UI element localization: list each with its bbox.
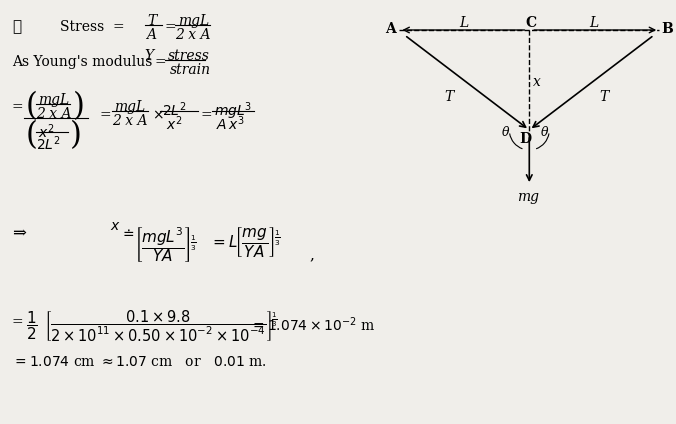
Text: stress: stress [168,49,210,63]
Text: $\left[\dfrac{0.1\times9.8}{2\times10^{11}\times0.50\times10^{-2}\times10^{-4}}\: $\left[\dfrac{0.1\times9.8}{2\times10^{1… [44,309,278,344]
Text: $x^2$: $x^2$ [166,114,183,133]
Text: 2 x A: 2 x A [175,28,210,42]
Text: L: L [460,16,468,30]
Text: x: x [533,75,541,89]
Text: $2L^2$: $2L^2$ [162,100,187,119]
Text: ⇒: ⇒ [12,225,26,242]
Text: $mgL^3$: $mgL^3$ [214,100,252,122]
Text: L: L [589,16,598,30]
Text: $\times$: $\times$ [152,108,164,122]
Text: strain: strain [170,63,211,77]
Text: (: ( [26,91,38,122]
Text: mg: mg [517,190,539,204]
Text: T: T [444,90,454,104]
Text: T: T [599,90,608,104]
Text: T: T [148,14,157,28]
Text: $\left[\dfrac{mgL^3}{YA}\right]^{\!\frac{1}{3}}$: $\left[\dfrac{mgL^3}{YA}\right]^{\!\frac… [134,225,197,264]
Text: C: C [525,16,537,30]
Text: 2 x A: 2 x A [112,114,147,128]
Text: As Young's modulus: As Young's modulus [12,55,152,69]
Text: $\doteq$: $\doteq$ [120,225,135,239]
Text: $= 1.074$ cm $\approx 1.07$ cm   or   $0.01$ m.: $= 1.074$ cm $\approx 1.07$ cm or $0.01$… [12,355,266,369]
Text: mgL: mgL [114,100,145,114]
Text: $= 1.074 \times 10^{-2}$ m: $= 1.074 \times 10^{-2}$ m [249,315,375,334]
Text: =: = [201,108,212,122]
Text: $x^2$: $x^2$ [38,122,54,141]
Text: ): ) [70,120,82,151]
Text: Stress  =: Stress = [60,20,124,34]
Text: =: = [165,20,176,34]
Text: =: = [12,315,24,329]
Text: =: = [100,108,112,122]
Text: mgL: mgL [38,93,69,107]
Text: (: ( [26,120,38,151]
Text: B: B [661,22,673,36]
Text: θ: θ [541,126,549,139]
Text: =: = [12,100,24,114]
Text: $2L^2$: $2L^2$ [36,134,61,153]
Text: mgL: mgL [178,14,209,28]
Text: ∴: ∴ [12,20,21,34]
Text: $A\,x^3$: $A\,x^3$ [216,114,245,133]
Text: D: D [519,132,531,146]
Text: ): ) [73,91,84,122]
Text: =: = [155,55,166,69]
Text: $\dfrac{1}{2}$: $\dfrac{1}{2}$ [26,309,38,342]
Text: 2 x A: 2 x A [36,107,72,121]
Text: A: A [385,22,396,36]
Text: $x$: $x$ [110,219,120,233]
Text: Y: Y [145,49,154,63]
Text: $= L\!\left[\dfrac{mg}{YA}\right]^{\!\frac{1}{3}}$: $= L\!\left[\dfrac{mg}{YA}\right]^{\!\fr… [210,225,281,259]
Text: ,: , [310,248,314,262]
Text: θ: θ [502,126,509,139]
Text: A: A [146,28,155,42]
